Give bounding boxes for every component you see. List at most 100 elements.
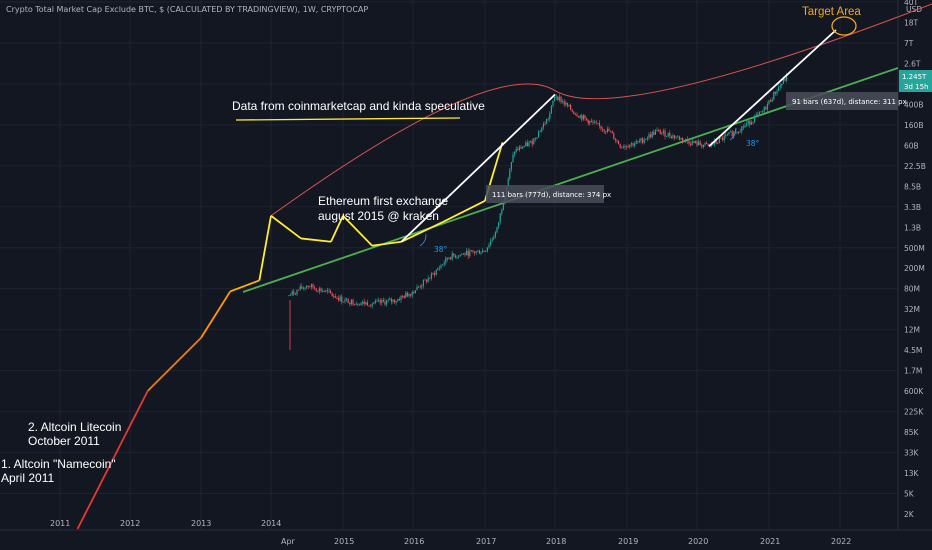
candle-body [598, 123, 600, 126]
candle-body [525, 142, 527, 146]
speculative-segment [372, 240, 402, 247]
candle-body [752, 122, 754, 123]
candle-body [658, 129, 660, 131]
last-price-countdown: 3d 15h [904, 83, 928, 91]
trend-line-1[interactable] [400, 93, 556, 243]
candle-body [782, 78, 784, 84]
candle-body [731, 131, 733, 137]
candle-body [546, 118, 548, 124]
candle-body [565, 102, 567, 105]
chart-header-title: Crypto Total Market Cap Exclude BTC, $ (… [6, 5, 368, 14]
candle-body [723, 135, 725, 141]
candle-body [333, 296, 335, 297]
time-axis[interactable]: Apr 2015 2016 2017 2018 2019 2020 2021 2022 [281, 537, 851, 546]
candle-body [526, 142, 528, 147]
candle-body [384, 301, 386, 305]
target-ellipse[interactable] [831, 16, 857, 36]
candle-body [512, 154, 514, 163]
speculative-path[interactable] [76, 142, 504, 530]
candle-body [566, 102, 568, 106]
candle-body [462, 253, 464, 255]
price-tick: 32M [904, 305, 920, 314]
speculative-segment [342, 215, 373, 247]
candle-body [560, 96, 562, 102]
candle-body [360, 303, 362, 306]
candle-body [426, 279, 428, 282]
candle-body [381, 300, 383, 303]
price-tick: 85K [904, 428, 920, 437]
candle-body [352, 299, 354, 305]
candle-body [648, 134, 650, 139]
price-tick: 33K [904, 449, 920, 458]
candle-body [600, 125, 602, 129]
candle-body [400, 296, 402, 301]
candle-body [302, 287, 304, 289]
candle-body [499, 213, 501, 223]
candle-body [322, 291, 324, 292]
candle-body [382, 300, 384, 302]
price-tick: 1.3B [904, 223, 921, 232]
candle-body [682, 138, 684, 142]
speculative-segment [300, 237, 332, 243]
candle-body [715, 140, 717, 143]
candle-body [667, 132, 669, 137]
price-tick: 22.5B [904, 162, 926, 171]
candle-body [299, 286, 301, 291]
candle-body [642, 138, 644, 143]
candle-body [515, 148, 517, 153]
candle-body [453, 253, 455, 256]
candle-body [579, 115, 581, 118]
candle-body [653, 132, 655, 135]
candle-body [389, 298, 391, 300]
candle-body [776, 91, 778, 94]
candle-body [531, 140, 533, 145]
price-tick: 160B [904, 121, 923, 130]
candle-body [683, 140, 685, 142]
candle-body [771, 99, 773, 102]
time-tick: 2015 [334, 537, 354, 546]
candle-body [562, 101, 564, 103]
candle-body [502, 202, 504, 210]
candle-body [616, 140, 618, 142]
candle-body [494, 232, 496, 238]
candle-body [464, 253, 466, 255]
speculative-segment [200, 290, 231, 339]
candle-body [448, 257, 450, 259]
candle-body [517, 148, 519, 150]
candle-body [406, 292, 408, 297]
candle-body [698, 141, 700, 146]
candle-body [624, 145, 626, 148]
candle-body [590, 120, 592, 122]
measure-box-1: 111 bars (777d), distance: 374 px [486, 185, 611, 203]
candle-body [501, 209, 503, 214]
price-tick: 12M [904, 326, 920, 335]
candle-body [534, 138, 536, 140]
candle-body [629, 144, 631, 148]
candle-body [486, 247, 488, 252]
candle-body [528, 142, 530, 147]
candle-body [726, 134, 728, 136]
candle-body [442, 264, 444, 266]
candle-body [746, 123, 748, 126]
candle-body [763, 107, 765, 112]
currency-label: USD [906, 5, 922, 14]
candle-body [646, 138, 648, 140]
candle-body [390, 298, 392, 302]
candle-body [606, 128, 608, 132]
candle-body [589, 120, 591, 124]
candle-body [429, 278, 431, 280]
candle-body [773, 91, 775, 100]
candle-body [435, 270, 437, 275]
candle-body [477, 250, 479, 252]
candle-body [459, 254, 461, 257]
candle-body [290, 294, 292, 296]
candle-body [509, 169, 511, 179]
resistance-arc[interactable] [270, 3, 932, 217]
candle-body [451, 253, 453, 260]
time-tick: 2018 [546, 537, 566, 546]
candle-body [626, 145, 628, 147]
trend-line-2[interactable] [708, 29, 837, 147]
price-tick: 80M [904, 285, 920, 294]
ltc-note-line2: October 2011 [28, 434, 100, 448]
